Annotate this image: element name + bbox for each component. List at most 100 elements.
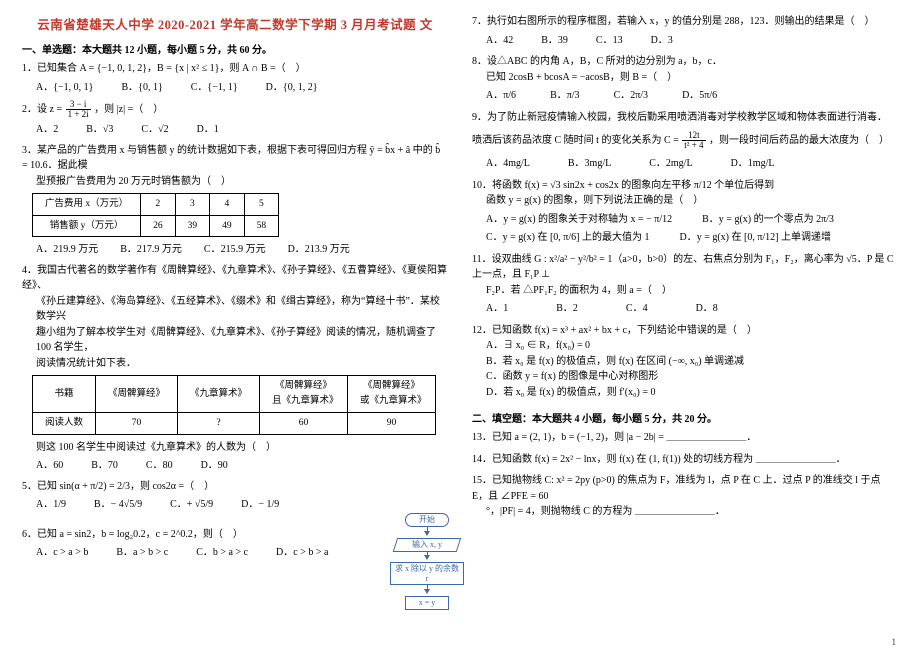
exam-title: 云南省楚雄天人中学 2020-2021 学年高二数学下学期 3 月月考试题 文: [22, 14, 448, 33]
section2-heading: 二、填空题：本大题共 4 小题，每小题 5 分，共 20 分。: [472, 410, 898, 425]
question-1: 1．已知集合 A = {−1, 0, 1, 2}，B = {x | x² ≤ 1…: [22, 61, 448, 95]
q4-td2: 70: [96, 412, 178, 434]
flow-start: 开始: [405, 513, 449, 527]
question-8: 8．设△ABC 的内角 A，B，C 所对的边分别为 a，b，c． 已知 2cos…: [472, 54, 898, 104]
q3-t-r1c1: 广告费用 x（万元）: [33, 194, 141, 216]
q5-stem: 5．已知 sin(α + π/2) = 2/3，则 cos2α =（ ）: [22, 479, 448, 495]
question-4: 4．我国古代著名的数学著作有《周髀算经》、《九章算术》、《孙子算经》、《五曹算经…: [22, 263, 448, 474]
q1-opt-c: C．{−1, 1}: [191, 80, 238, 96]
q8-opt-a: A．π/6: [486, 88, 516, 104]
q7-opt-d: D．3: [651, 33, 673, 49]
q10-opt-a: A．y = g(x) 的图象关于对称轴为 x = − π/12: [486, 212, 672, 228]
q4-td5: 90: [348, 412, 436, 434]
q4-td1: 阅读人数: [33, 412, 96, 434]
q4-opt-d: D．90: [201, 458, 228, 474]
q11-opt-a: A．1: [486, 301, 508, 317]
q11-l1: 11．设双曲线 G : x²/a² − y²/b² = 1（a>0，b>0）的左…: [472, 252, 898, 283]
q3-t-r1c3: 3: [175, 194, 210, 216]
q4-opt-c: C．80: [146, 458, 173, 474]
q10-l1: 10．将函数 f(x) = √3 sin2x + cos2x 的图象向左平移 π…: [472, 178, 898, 194]
q4-td4: 60: [260, 412, 348, 434]
q3-t-r2c1: 销售额 y（万元）: [33, 215, 141, 237]
q5-opt-a: A．1/9: [36, 497, 66, 513]
q7-opt-b: B．39: [541, 33, 568, 49]
q11-opt-b: B．2: [556, 301, 578, 317]
q8-opt-d: D．5π/6: [682, 88, 717, 104]
q4-th2: 《周髀算经》: [96, 376, 178, 412]
q4-tail: 则这 100 名学生中阅读过《九章算术》的人数为（ ）: [36, 440, 448, 456]
q12-opt-a: A．∃ x₀ ∈ R，f(x₀) = 0: [486, 338, 898, 354]
q12-l1: 12．已知函数 f(x) = x³ + ax² + bx + c，下列结论中错误…: [472, 323, 898, 339]
q4-l1: 4．我国古代著名的数学著作有《周髀算经》、《九章算术》、《孙子算经》、《五曹算经…: [22, 263, 448, 294]
q5-opt-d: D．− 1/9: [241, 497, 279, 513]
q4-l3: 趣小组为了解本校学生对《周髀算经》、《九章算术》、《孙子算经》阅读的情况，随机调…: [36, 325, 448, 356]
q4-th3: 《九章算术》: [178, 376, 260, 412]
q5-opt-b: B．− 4√5/9: [94, 497, 142, 513]
q3-t-r2c3: 39: [175, 215, 210, 237]
q15-l2: °，|PF| = 4，则抛物线 C 的方程为 ＿＿＿＿＿＿＿＿．: [486, 504, 898, 520]
q4-th1: 书籍: [33, 376, 96, 412]
q3-opt-c: C．215.9 万元: [204, 242, 266, 258]
q12-opt-d: D．若 x₀ 是 f(x) 的极值点，则 f′(x₀) = 0: [486, 385, 898, 401]
question-2: 2．设 z = 3 − i1 + 2i ，则 |z| =（ ） A．2 B．√3…: [22, 100, 448, 138]
q11-opt-d: D．8: [696, 301, 718, 317]
question-12: 12．已知函数 f(x) = x³ + ax² + bx + c，下列结论中错误…: [472, 323, 898, 401]
q3-opt-b: B．217.9 万元: [120, 242, 182, 258]
q1-stem: 1．已知集合 A = {−1, 0, 1, 2}，B = {x | x² ≤ 1…: [22, 61, 448, 77]
q9-opt-a: A．4mg/L: [486, 156, 530, 172]
q1-opt-b: B．{0, 1}: [121, 80, 162, 96]
q9-l1: 9．为了防止新冠疫情输入校园，我校后勤采用喷洒消毒对学校教学区域和物体表面进行消…: [472, 110, 898, 126]
question-7: 7．执行如右图所示的程序框图，若输入 x，y 的值分别是 288，123．则输出…: [472, 14, 898, 48]
section1-heading: 一、单选题：本大题共 12 小题，每小题 5 分，共 60 分。: [22, 41, 448, 56]
q10-l2: 函数 y = g(x) 的图象，则下列说法正确的是（ ）: [486, 193, 898, 209]
q6-opt-c: C．b > a > c: [196, 545, 248, 561]
q11-l2: F₂P．若 △PF₁F₂ 的面积为 4，则 a =（ ）: [486, 283, 898, 299]
q7-opt-a: A．42: [486, 33, 513, 49]
q4-opt-b: B．70: [91, 458, 118, 474]
question-3: 3．某产品的广告费用 x 与销售额 y 的统计数据如下表，根据下表可得回归方程 …: [22, 143, 448, 258]
q2-stem-post: ，则 |z| =（ ）: [94, 104, 163, 115]
q2-opt-a: A．2: [36, 122, 58, 138]
q3-t-r2c2: 26: [141, 215, 176, 237]
question-15: 15．已知抛物线 C: x² = 2py (p>0) 的焦点为 F，准线为 l，…: [472, 473, 898, 520]
q3-t-r2c5: 58: [244, 215, 279, 237]
q3-t-r1c4: 4: [210, 194, 245, 216]
q10-opt-b: B．y = g(x) 的一个零点为 2π/3: [702, 212, 834, 228]
q10-opt-c: C．y = g(x) 在 [0, π/6] 上的最大值为 1: [486, 230, 649, 246]
q7-stem: 7．执行如右图所示的程序框图，若输入 x，y 的值分别是 288，123．则输出…: [472, 14, 898, 30]
q4-l2: 《孙丘建算经》、《海岛算经》、《五经算术》、《缀术》和《缉古算经》，称为“算经十…: [36, 294, 448, 325]
q3-l1: 3．某产品的广告费用 x 与销售额 y 的统计数据如下表，根据下表可得回归方程 …: [22, 143, 448, 174]
q2-stem-pre: 2．设 z =: [22, 104, 65, 115]
q4-th4: 《周髀算经》且《九章算术》: [260, 376, 348, 412]
q4-opt-a: A．60: [36, 458, 63, 474]
q8-opt-b: B．π/3: [550, 88, 580, 104]
question-5: 5．已知 sin(α + π/2) = 2/3，则 cos2α =（ ） A．1…: [22, 479, 448, 513]
q8-l2: 已知 2cosB + bcosA = −acosB，则 B =（ ）: [486, 70, 898, 86]
q7-opt-c: C．13: [596, 33, 623, 49]
q2-frac-d: 1 + 2i: [66, 110, 91, 119]
flow-step: 求 x 除以 y 的余数 r: [390, 562, 464, 585]
q12-opt-c: C．函数 y = f(x) 的图像是中心对称图形: [486, 369, 898, 385]
q3-opt-a: A．219.9 万元: [36, 242, 98, 258]
q9-opt-d: D．1mg/L: [731, 156, 775, 172]
q4-l4: 阅读情况统计如下表．: [36, 356, 448, 372]
q11-opt-c: C．4: [626, 301, 648, 317]
q15-l1: 15．已知抛物线 C: x² = 2py (p>0) 的焦点为 F，准线为 l，…: [472, 473, 898, 504]
q8-opt-c: C．2π/3: [614, 88, 649, 104]
q9-opt-c: C．2mg/L: [649, 156, 692, 172]
q1-opt-d: D．{0, 1, 2}: [266, 80, 318, 96]
q12-opt-b: B．若 x₀ 是 f(x) 的极值点，则 f(x) 在区间 (−∞, x₀) 单…: [486, 354, 898, 370]
page-number: 1: [892, 637, 897, 647]
q5-opt-c: C．+ √5/9: [170, 497, 213, 513]
flowchart: 开始 输入 x, y 求 x 除以 y 的余数 r x = y: [384, 513, 470, 613]
q2-opt-d: D．1: [197, 122, 219, 138]
q4-table: 书籍 《周髀算经》 《九章算术》 《周髀算经》且《九章算术》 《周髀算经》或《九…: [32, 375, 436, 434]
q6-opt-a: A．c > a > b: [36, 545, 88, 561]
q1-opt-a: A．{−1, 0, 1}: [36, 80, 93, 96]
q9-l2-post: ，则一段时间后药品的最大浓度为（ ）: [709, 135, 889, 146]
q3-opt-d: D．213.9 万元: [288, 242, 350, 258]
question-11: 11．设双曲线 G : x²/a² − y²/b² = 1（a>0，b>0）的左…: [472, 252, 898, 317]
q2-opt-b: B．√3: [86, 122, 113, 138]
question-13: 13．已知 a = (2, 1)，b = (−1, 2)，则 |a − 2b| …: [472, 430, 898, 446]
q6-opt-b: B．a > b > c: [116, 545, 168, 561]
